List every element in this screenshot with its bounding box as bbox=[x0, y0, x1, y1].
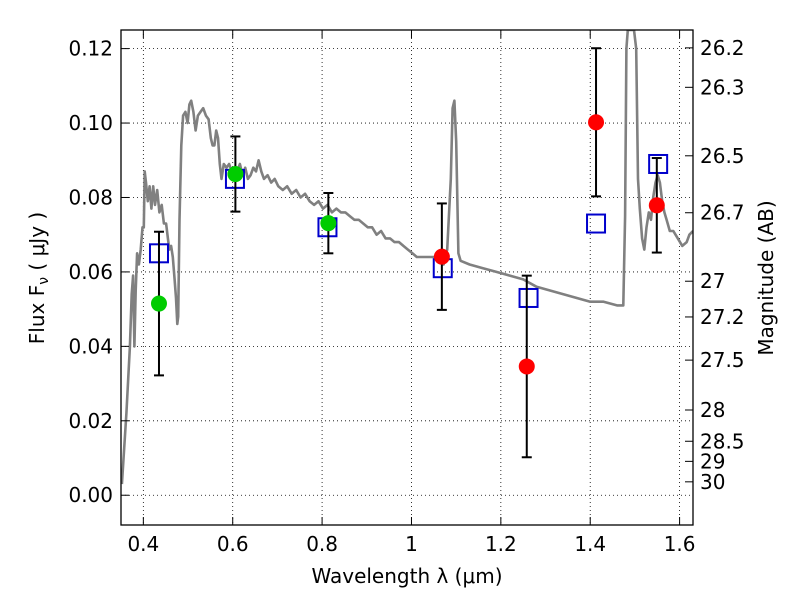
y2-tick-label: 29 bbox=[700, 449, 725, 473]
model-point bbox=[648, 153, 669, 174]
observed-point bbox=[648, 197, 665, 214]
observed-point bbox=[518, 358, 535, 375]
x-tick-label: 1.2 bbox=[485, 532, 517, 556]
x-tick-label: 0.4 bbox=[127, 532, 159, 556]
observed-point bbox=[588, 114, 605, 131]
y-axis-label-sub: ν bbox=[36, 277, 52, 285]
y-tick-label: 0.10 bbox=[68, 111, 113, 135]
x-tick-label: 1 bbox=[405, 532, 418, 556]
y2-tick-label: 26.3 bbox=[700, 75, 745, 99]
y2-tick-label: 28.5 bbox=[700, 429, 745, 453]
y2-tick-label: 28 bbox=[700, 398, 725, 422]
y2-tick-label: 27 bbox=[700, 269, 725, 293]
y-axis: 0.00 0.02 0.04 0.06 0.08 0.10 0.12 bbox=[68, 37, 129, 507]
x-axis: 0.4 0.6 0.8 1 1.2 1.4 1.6 bbox=[127, 30, 696, 556]
y2-tick-label: 26.7 bbox=[700, 201, 745, 225]
x-axis-label: Wavelength λ (μm) bbox=[311, 564, 502, 588]
y-tick-label: 0.04 bbox=[68, 334, 113, 358]
y-tick-label: 0.06 bbox=[68, 260, 113, 284]
y2-tick-label: 26.5 bbox=[700, 144, 745, 168]
observed-point bbox=[227, 166, 244, 183]
y-axis-label-main: Flux F bbox=[25, 285, 49, 344]
y-tick-label: 0.00 bbox=[68, 483, 113, 507]
observed-point bbox=[320, 215, 337, 232]
observed-point bbox=[433, 248, 450, 265]
x-tick-label: 0.6 bbox=[217, 532, 249, 556]
model-point bbox=[518, 287, 539, 308]
plot-frame bbox=[120, 29, 694, 526]
y-tick-label: 0.08 bbox=[68, 185, 113, 209]
grid-lines bbox=[121, 30, 693, 525]
y2-axis-label: Magnitude (AB) bbox=[754, 200, 778, 355]
y-tick-label: 0.12 bbox=[68, 37, 113, 61]
y2-tick-label: 27.2 bbox=[700, 305, 745, 329]
y2-tick-label: 26.2 bbox=[700, 36, 745, 60]
y2-tick-label: 27.5 bbox=[700, 348, 745, 372]
x-tick-label: 1.6 bbox=[664, 532, 696, 556]
y-tick-label: 0.02 bbox=[68, 409, 113, 433]
y-axis-label: Flux Fν ( μJy ) bbox=[25, 212, 52, 344]
sed-line bbox=[121, 30, 693, 485]
series-layer bbox=[121, 30, 693, 485]
x-tick-label: 0.8 bbox=[306, 532, 338, 556]
y2-tick-label: 30 bbox=[700, 470, 725, 494]
x-tick-label: 1.4 bbox=[574, 532, 606, 556]
observed-point bbox=[150, 295, 167, 312]
model-point bbox=[586, 213, 607, 234]
y-axis-label-unit: ( μJy ) bbox=[25, 212, 49, 277]
